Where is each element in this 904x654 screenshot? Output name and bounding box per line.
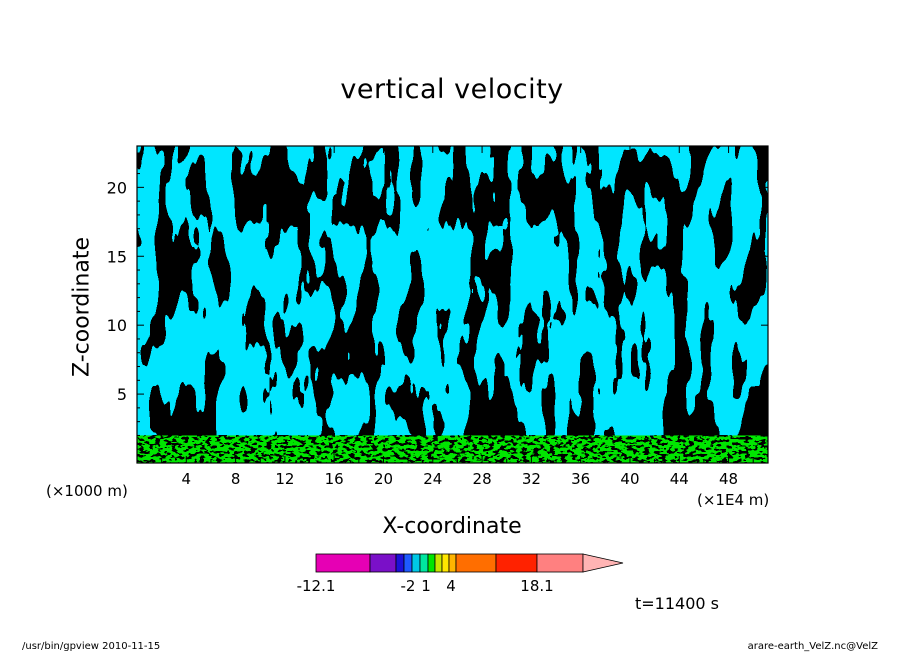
colorbar-bin	[395, 553, 405, 573]
x-axis-multiplier: (×1000 m)	[46, 482, 128, 500]
colorbar-bin	[441, 553, 450, 573]
colorbar-max-label: 18.1	[520, 577, 553, 595]
y-axis-ticks: 5 10 15 20	[107, 159, 768, 450]
colorbar-max-arrow	[582, 553, 624, 573]
x-tick-label: 44	[670, 470, 689, 488]
y-tick-label: 15	[107, 247, 127, 266]
colorbar-tick-label: 1	[421, 577, 431, 595]
y-tick-label: 10	[107, 316, 127, 335]
x-tick-label: 40	[620, 470, 639, 488]
colorbar-bin	[419, 553, 429, 573]
plot-frame	[136, 145, 769, 464]
colorbar-bin	[411, 553, 421, 573]
colorbar-bin	[315, 553, 371, 573]
colorbar-min-label: -12.1	[297, 577, 336, 595]
y-tick-label: 20	[107, 178, 127, 197]
chart-title: vertical velocity	[340, 74, 564, 105]
colorbar: -12.1 -2 1 4 18.1	[297, 553, 624, 595]
colorbar-bin	[403, 553, 413, 573]
colorbar-bin	[369, 553, 397, 573]
x-tick-label: 16	[325, 470, 344, 488]
x-tick-label: 8	[231, 470, 241, 488]
colorbar-tick-label: 4	[446, 577, 456, 595]
colorbar-bin	[448, 553, 457, 573]
x-tick-label: 36	[571, 470, 590, 488]
x-tick-label: 4	[182, 470, 192, 488]
colorbar-bin	[427, 553, 436, 573]
colorbar-bin	[434, 553, 443, 573]
colorbar-bin	[455, 553, 497, 573]
footer-program-date: /usr/bin/gpview 2010-11-15	[22, 641, 161, 652]
x-tick-label: 20	[374, 470, 393, 488]
positive-velocity-region	[137, 146, 768, 463]
colorbar-tick-label: -2	[401, 577, 416, 595]
surface-band-noise	[137, 435, 768, 463]
velocity-field	[137, 146, 768, 463]
x-tick-label: 32	[522, 470, 541, 488]
x-tick-label: 48	[719, 470, 738, 488]
x-tick-label: 28	[473, 470, 492, 488]
time-annotation: t=11400 s	[635, 594, 719, 613]
y-axis-label: Z-coordinate	[69, 237, 95, 377]
colorbar-bin	[495, 553, 538, 573]
x-axis-ticks: 4 8 12 16 20 24 28 32 36 40 44 48	[161, 146, 754, 488]
colorbar-bin	[536, 553, 584, 573]
x-axis-label: X-coordinate	[382, 514, 522, 539]
footer-variable-source: arare-earth_VelZ.nc@VelZ	[747, 641, 878, 652]
x-tick-label: 12	[275, 470, 294, 488]
x-tick-label: 24	[423, 470, 442, 488]
y-tick-label: 5	[117, 385, 127, 404]
x-axis-unit: (×1E4 m)	[697, 491, 770, 509]
